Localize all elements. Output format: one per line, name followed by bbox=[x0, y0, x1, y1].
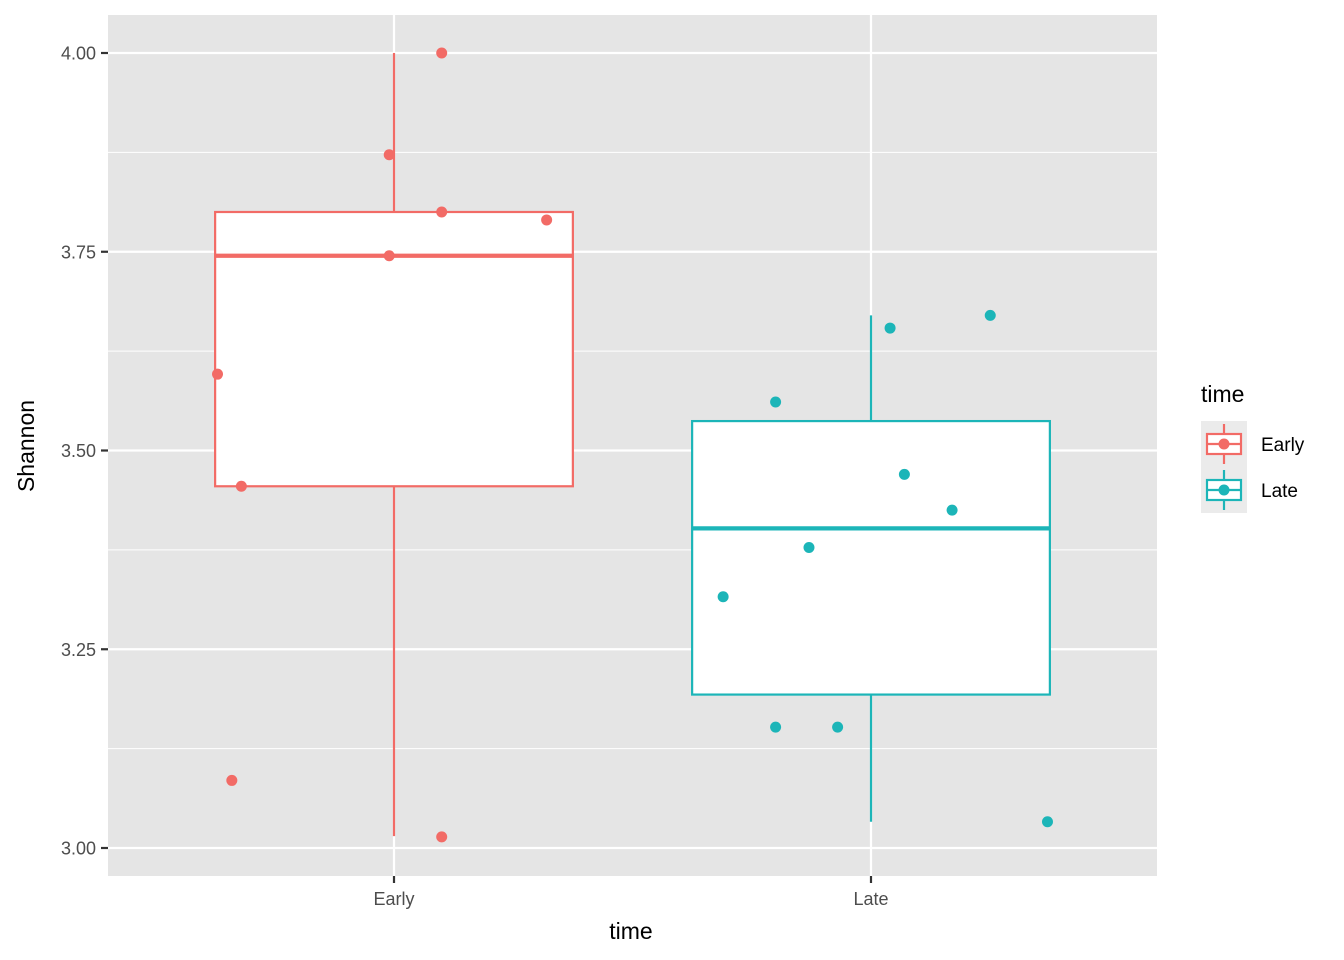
data-point-early bbox=[235, 480, 247, 492]
legend-label-late: Late bbox=[1261, 481, 1298, 502]
legend-key-late bbox=[1205, 470, 1243, 510]
y-tick-label: 3.75 bbox=[61, 242, 96, 262]
data-point-late bbox=[770, 396, 782, 408]
y-axis-title: Shannon bbox=[13, 400, 39, 492]
x-tick-label-late: Late bbox=[853, 889, 888, 909]
data-point-late bbox=[717, 591, 729, 603]
data-point-late bbox=[946, 504, 958, 516]
point-layer bbox=[212, 47, 1053, 843]
data-point-early bbox=[436, 47, 448, 59]
data-point-early bbox=[212, 368, 224, 380]
y-tick-label: 3.25 bbox=[61, 640, 96, 660]
legend-label-early: Early bbox=[1261, 435, 1305, 456]
legend-key-early bbox=[1205, 424, 1243, 464]
legend: time Early Late bbox=[1201, 381, 1305, 513]
x-axis-title: time bbox=[609, 918, 652, 944]
data-point-late bbox=[832, 721, 844, 733]
legend-title: time bbox=[1201, 381, 1244, 407]
data-point-early bbox=[436, 831, 448, 843]
y-tick-label: 3.50 bbox=[61, 441, 96, 461]
y-axis: 3.00 3.25 3.50 3.75 4.00 bbox=[61, 44, 108, 859]
data-point-early bbox=[436, 206, 448, 218]
data-point-early bbox=[383, 149, 395, 161]
data-point-late bbox=[884, 322, 896, 334]
data-point-late bbox=[984, 309, 996, 321]
data-point-late bbox=[770, 721, 782, 733]
data-point-early bbox=[541, 214, 553, 226]
box-late bbox=[691, 315, 1051, 822]
data-point-early bbox=[383, 250, 395, 262]
y-tick-label: 4.00 bbox=[61, 44, 96, 64]
x-axis: Early Late bbox=[373, 876, 889, 909]
box-layer bbox=[214, 53, 1051, 837]
data-point-late bbox=[1041, 816, 1053, 828]
iqr-box bbox=[691, 419, 1051, 696]
x-tick-label-early: Early bbox=[373, 889, 414, 909]
y-tick-label: 3.00 bbox=[61, 839, 96, 859]
data-point-early bbox=[226, 774, 238, 786]
data-point-late bbox=[803, 541, 815, 553]
data-point-late bbox=[898, 468, 910, 480]
